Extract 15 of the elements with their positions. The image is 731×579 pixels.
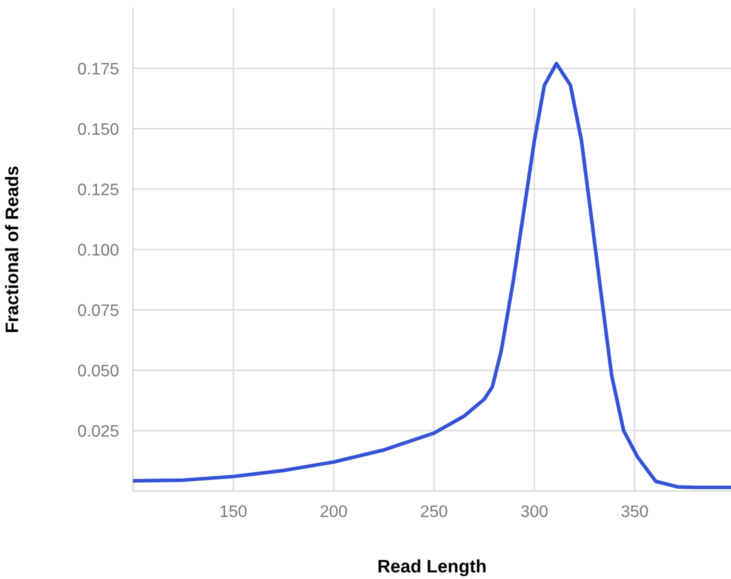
x-tick-label: 350: [621, 505, 648, 518]
x-tick-label: 200: [320, 505, 347, 518]
line-series: [133, 62, 731, 490]
y-tick-label: 0.125: [78, 184, 118, 196]
x-tick-label: 300: [521, 505, 548, 518]
y-tick-label: 0.025: [78, 425, 118, 437]
y-tick-label: 0.100: [78, 244, 118, 256]
x-tick-label: 250: [420, 505, 448, 518]
y-tick-label: 0.175: [78, 62, 118, 75]
y-axis-title: Fractional of Reads: [5, 166, 18, 332]
y-tick-label: 0.075: [78, 304, 118, 316]
y-tick-label: 0.050: [78, 364, 118, 376]
y-tick-label: 0.150: [78, 123, 118, 135]
x-tick-label: 150: [220, 505, 247, 518]
x-axis-title: Read Length: [378, 559, 486, 576]
